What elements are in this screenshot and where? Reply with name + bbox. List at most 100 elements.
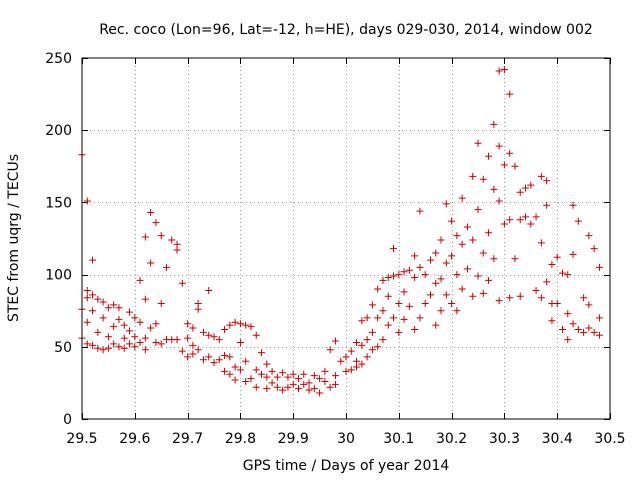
x-tick-label: 30 <box>337 431 355 447</box>
data-point <box>463 265 471 273</box>
data-point <box>548 260 556 268</box>
data-point <box>548 317 556 325</box>
data-point <box>363 353 371 361</box>
data-point <box>247 323 255 331</box>
data-point <box>115 304 123 312</box>
data-point <box>580 294 588 302</box>
data-point <box>294 385 302 393</box>
data-point <box>231 318 239 326</box>
data-point <box>543 177 551 185</box>
data-point <box>231 376 239 384</box>
data-point <box>83 286 91 294</box>
data-point <box>310 385 318 393</box>
data-point <box>495 142 503 150</box>
data-point <box>141 346 149 354</box>
data-point <box>162 263 170 271</box>
data-point <box>490 255 498 263</box>
data-point <box>83 340 91 348</box>
data-point <box>506 216 514 224</box>
data-point <box>537 172 545 180</box>
data-point <box>358 341 366 349</box>
y-tick-labels: 0 50 100 150 200 250 <box>45 51 72 428</box>
x-tick-label: 29.9 <box>278 431 309 447</box>
data-point <box>458 240 466 248</box>
data-point <box>205 286 213 294</box>
data-point <box>173 336 181 344</box>
data-point <box>94 344 102 352</box>
data-point <box>326 383 334 391</box>
data-point <box>178 347 186 355</box>
data-point <box>416 263 424 271</box>
data-point <box>368 301 376 309</box>
data-point <box>511 255 519 263</box>
data-point <box>564 336 572 344</box>
data-point <box>205 353 213 361</box>
data-point <box>400 268 408 276</box>
data-point <box>485 152 493 160</box>
data-point <box>442 259 450 267</box>
data-point <box>89 307 97 315</box>
data-point <box>194 346 202 354</box>
data-point <box>347 347 355 355</box>
data-point <box>374 285 382 293</box>
data-point <box>210 333 218 341</box>
data-point <box>495 297 503 305</box>
data-point <box>242 321 250 329</box>
data-point <box>247 375 255 383</box>
data-point <box>284 383 292 391</box>
data-point <box>411 325 419 333</box>
data-point <box>316 375 324 383</box>
data-point <box>384 321 392 329</box>
data-point <box>368 346 376 354</box>
y-axis-label: STEC from uqrg / TECUs <box>6 154 22 322</box>
y-tick-label: 0 <box>63 412 72 428</box>
data-point <box>574 325 582 333</box>
data-point <box>469 292 477 300</box>
data-point <box>416 314 424 322</box>
data-point <box>379 307 387 315</box>
data-point <box>474 272 482 280</box>
data-point <box>184 334 192 342</box>
data-point <box>263 373 271 381</box>
data-point <box>279 369 287 377</box>
data-point <box>120 334 128 342</box>
data-point <box>453 271 461 279</box>
data-point <box>595 331 603 339</box>
data-point <box>411 252 419 260</box>
data-point <box>379 276 387 284</box>
data-point <box>215 336 223 344</box>
data-point <box>458 194 466 202</box>
plot-frame <box>81 57 611 420</box>
data-point <box>110 323 118 331</box>
data-point <box>511 162 519 170</box>
data-point <box>347 366 355 374</box>
data-point <box>569 250 577 258</box>
data-point <box>279 386 287 394</box>
data-point <box>168 236 176 244</box>
data-point <box>543 201 551 209</box>
data-point <box>553 253 561 261</box>
data-point <box>400 288 408 296</box>
data-point <box>331 380 339 388</box>
data-point <box>522 213 530 221</box>
data-point <box>506 294 514 302</box>
data-point <box>516 216 524 224</box>
data-point <box>258 349 266 357</box>
data-point <box>157 299 165 307</box>
data-point <box>147 259 155 267</box>
data-point <box>495 197 503 205</box>
data-point <box>152 320 160 328</box>
data-point <box>580 328 588 336</box>
data-point <box>400 315 408 323</box>
data-point <box>448 252 456 260</box>
data-point <box>479 289 487 297</box>
data-point <box>337 357 345 365</box>
data-point <box>374 343 382 351</box>
data-point <box>453 307 461 315</box>
data-point <box>104 304 112 312</box>
data-point <box>310 372 318 380</box>
data-point <box>426 291 434 299</box>
data-point <box>89 256 97 264</box>
data-point <box>532 213 540 221</box>
data-point <box>442 200 450 208</box>
